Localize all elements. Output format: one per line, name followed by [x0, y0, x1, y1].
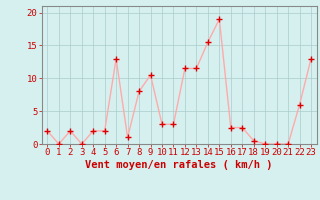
X-axis label: Vent moyen/en rafales ( km/h ): Vent moyen/en rafales ( km/h )	[85, 160, 273, 170]
